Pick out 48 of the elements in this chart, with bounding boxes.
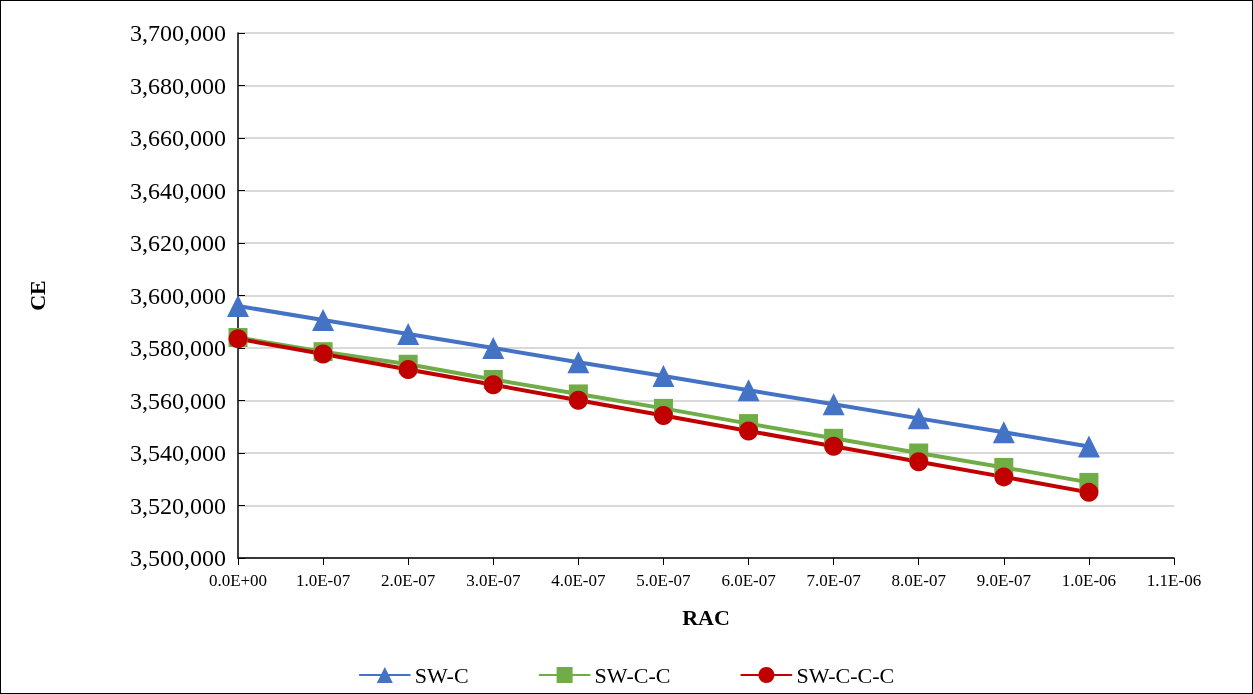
y-tick-label: 3,620,000 [130, 230, 226, 256]
point [909, 452, 929, 472]
point [822, 393, 845, 416]
y-tick-label: 3,560,000 [130, 387, 226, 414]
point [737, 379, 760, 402]
x-tick-label: 3.0E-07 [466, 571, 521, 590]
point [227, 295, 249, 317]
point [1079, 482, 1099, 502]
point [739, 421, 759, 441]
y-tick-label: 3,600,000 [130, 282, 226, 309]
x-tick-label: 2.0E-07 [381, 571, 436, 590]
x-tick-label: 9.0E-07 [976, 571, 1032, 590]
y-tick-label: 3,520,000 [130, 492, 226, 519]
point [824, 436, 844, 456]
y-tick-label: 3,540,000 [130, 440, 226, 466]
x-tick-label: 7.0E-07 [806, 571, 862, 590]
y-axis-title: CE [24, 280, 50, 311]
x-tick-label: 1.1E-06 [1146, 571, 1202, 590]
x-tick-label: 8.0E-07 [891, 571, 947, 590]
point [398, 360, 418, 380]
point [652, 365, 675, 388]
point [1077, 435, 1100, 458]
point [653, 405, 673, 425]
y-tick-label: 3,700,000 [130, 20, 226, 46]
point [907, 407, 930, 430]
point [567, 351, 590, 374]
x-tick-label: 4.0E-07 [551, 571, 607, 590]
point [994, 467, 1014, 487]
legend-label: SW-C-C-C [796, 662, 895, 688]
x-tick-label: 1.0E-07 [295, 571, 351, 590]
point [312, 308, 335, 331]
point [992, 421, 1015, 444]
x-tick-label: 6.0E-07 [721, 571, 777, 590]
x-axis-title: RAC [682, 604, 730, 630]
legend-label: SW-C-C [594, 662, 671, 688]
y-tick-label: 3,640,000 [130, 177, 226, 204]
point [397, 323, 420, 346]
x-tick-label: 1.0E-06 [1061, 571, 1117, 590]
x-tick-label: 0.0E+00 [208, 571, 268, 590]
x-tick-label: 5.0E-07 [636, 571, 692, 590]
y-tick-label: 3,580,000 [130, 335, 226, 361]
point [482, 337, 505, 359]
y-tick-label: 3,500,000 [130, 545, 226, 571]
point [568, 390, 588, 410]
y-tick-label: 3,660,000 [130, 125, 226, 151]
point [483, 375, 503, 395]
y-tick-label: 3,680,000 [130, 72, 226, 99]
legend-label: SW-C [414, 662, 469, 688]
